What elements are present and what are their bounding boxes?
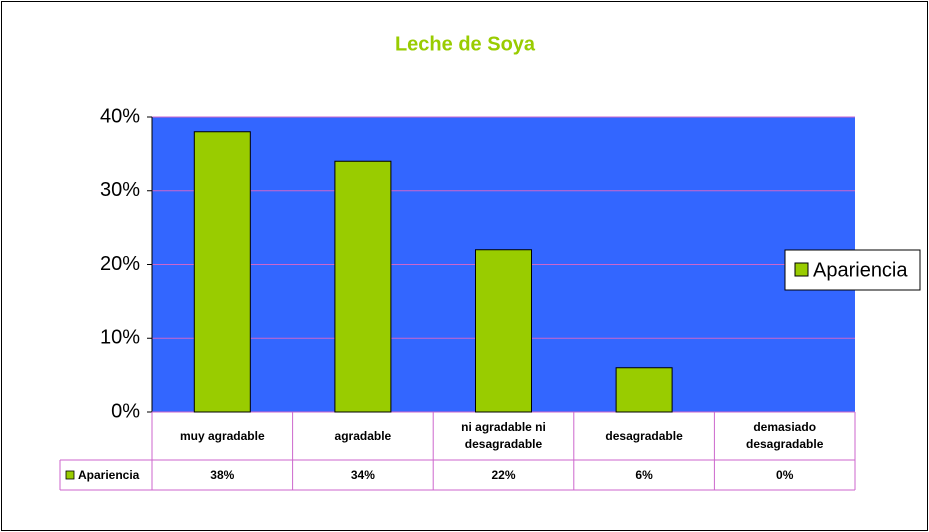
legend-key — [65, 470, 75, 480]
x-tick-label: agradable — [334, 428, 392, 443]
y-tick-label: 30% — [100, 179, 140, 201]
y-tick-label: 10% — [100, 327, 140, 349]
category-cell: desagradable — [605, 428, 683, 443]
category-cell: muy agradable — [179, 428, 265, 443]
value-label: 38% — [210, 468, 234, 482]
legend-key — [794, 262, 809, 277]
x-tick-label: demasiado desagradable — [746, 420, 824, 451]
x-tick-label: ni agradable ni desagradable — [461, 420, 546, 451]
chart-title: Leche de Soya — [395, 33, 536, 55]
y-tick-label: 20% — [100, 253, 140, 275]
x-tick-label: desagradable — [605, 428, 683, 443]
x-tick-label: muy agradable — [179, 428, 265, 443]
y-tick-label: 40% — [100, 105, 140, 127]
y-tick-label: 0% — [111, 400, 140, 422]
bar — [193, 131, 251, 413]
value-label: 22% — [491, 468, 515, 482]
category-cell: demasiado desagradable — [746, 420, 824, 451]
value-label: 0% — [776, 468, 794, 482]
bar — [475, 249, 532, 413]
value-label: 34% — [351, 468, 375, 482]
legend-label: Apariencia — [813, 259, 908, 281]
bar — [615, 367, 673, 413]
bar — [334, 160, 392, 413]
value-label: 6% — [635, 468, 653, 482]
category-cell: ni agradable ni desagradable — [461, 420, 546, 451]
table-row-label: Apariencia — [78, 468, 140, 482]
category-cell: agradable — [334, 428, 392, 443]
